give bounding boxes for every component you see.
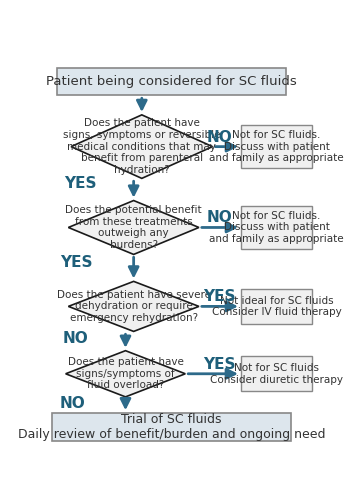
Text: Trial of SC fluids
Daily review of benefit/burden and ongoing need: Trial of SC fluids Daily review of benef… <box>18 413 325 441</box>
Text: Does the potential benefit
from these treatments
outweigh any
burdens?: Does the potential benefit from these tr… <box>65 205 202 250</box>
Text: Not for SC fluids.
Discuss with patient
and family as appropriate: Not for SC fluids. Discuss with patient … <box>209 211 344 244</box>
Text: NO: NO <box>60 396 85 411</box>
Text: YES: YES <box>64 176 97 192</box>
Text: YES: YES <box>203 290 236 304</box>
FancyBboxPatch shape <box>241 126 312 168</box>
Text: Does the patient have
signs/symptoms of
fluid overload?: Does the patient have signs/symptoms of … <box>67 357 184 390</box>
Text: YES: YES <box>203 358 236 372</box>
Text: Does the patient have
signs, symptoms or reversible
medical conditions that may
: Does the patient have signs, symptoms or… <box>63 118 220 175</box>
Polygon shape <box>68 282 199 332</box>
Text: NO: NO <box>62 331 88 346</box>
Text: Not for SC fluids.
Discuss with patient
and family as appropriate: Not for SC fluids. Discuss with patient … <box>209 130 344 163</box>
Polygon shape <box>71 115 213 178</box>
Text: Not ideal for SC fluids
Consider IV fluid therapy: Not ideal for SC fluids Consider IV flui… <box>212 296 341 317</box>
Polygon shape <box>66 350 185 397</box>
FancyBboxPatch shape <box>241 206 312 248</box>
FancyBboxPatch shape <box>241 289 312 324</box>
Text: YES: YES <box>60 255 93 270</box>
Text: Does the patient have severe
dehydration or require
emergency rehydration?: Does the patient have severe dehydration… <box>57 290 211 323</box>
Text: Patient being considered for SC fluids: Patient being considered for SC fluids <box>46 75 297 88</box>
FancyBboxPatch shape <box>241 356 312 391</box>
FancyBboxPatch shape <box>58 68 286 96</box>
Text: NO: NO <box>206 130 232 144</box>
Text: Not for SC fluids
Consider diuretic therapy: Not for SC fluids Consider diuretic ther… <box>210 363 343 384</box>
Polygon shape <box>68 200 199 254</box>
Text: NO: NO <box>206 210 232 226</box>
FancyBboxPatch shape <box>52 413 291 441</box>
